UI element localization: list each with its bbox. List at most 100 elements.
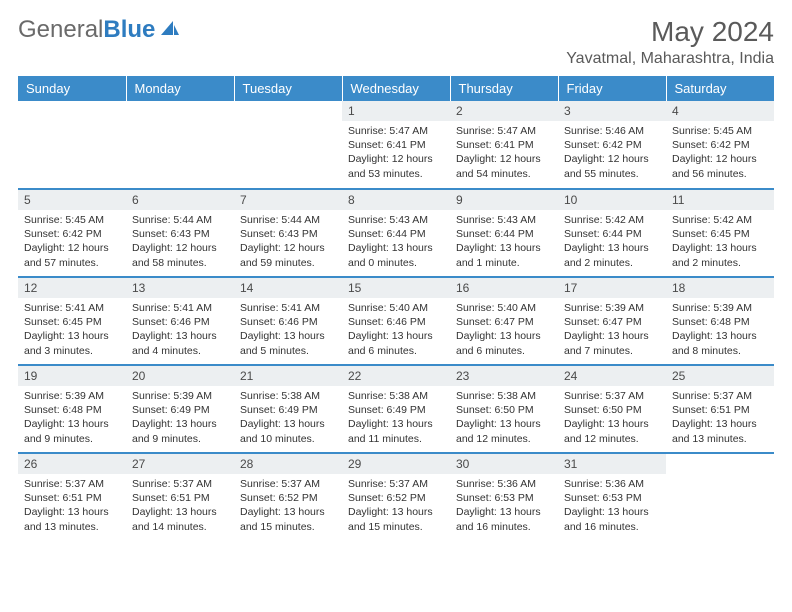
day-info: Sunrise: 5:38 AMSunset: 6:50 PMDaylight:…: [450, 386, 558, 450]
day-cell: 9Sunrise: 5:43 AMSunset: 6:44 PMDaylight…: [450, 189, 558, 277]
day-number: 20: [126, 366, 234, 386]
day-cell: 17Sunrise: 5:39 AMSunset: 6:47 PMDayligh…: [558, 277, 666, 365]
day-info: Sunrise: 5:44 AMSunset: 6:43 PMDaylight:…: [126, 210, 234, 274]
day-cell: 11Sunrise: 5:42 AMSunset: 6:45 PMDayligh…: [666, 189, 774, 277]
day-info: Sunrise: 5:45 AMSunset: 6:42 PMDaylight:…: [666, 121, 774, 185]
day-number: 12: [18, 278, 126, 298]
day-cell: 24Sunrise: 5:37 AMSunset: 6:50 PMDayligh…: [558, 365, 666, 453]
day-cell: 15Sunrise: 5:40 AMSunset: 6:46 PMDayligh…: [342, 277, 450, 365]
day-info: Sunrise: 5:40 AMSunset: 6:46 PMDaylight:…: [342, 298, 450, 362]
day-number: 26: [18, 454, 126, 474]
day-info: Sunrise: 5:36 AMSunset: 6:53 PMDaylight:…: [558, 474, 666, 538]
day-info: Sunrise: 5:43 AMSunset: 6:44 PMDaylight:…: [450, 210, 558, 274]
day-info: Sunrise: 5:40 AMSunset: 6:47 PMDaylight:…: [450, 298, 558, 362]
day-info: Sunrise: 5:39 AMSunset: 6:47 PMDaylight:…: [558, 298, 666, 362]
empty-cell: [666, 453, 774, 541]
logo-text-general: General: [18, 16, 103, 44]
weekday-header: Tuesday: [234, 76, 342, 101]
day-number: 27: [126, 454, 234, 474]
day-cell: 14Sunrise: 5:41 AMSunset: 6:46 PMDayligh…: [234, 277, 342, 365]
day-number: 11: [666, 190, 774, 210]
day-cell: 6Sunrise: 5:44 AMSunset: 6:43 PMDaylight…: [126, 189, 234, 277]
day-info: Sunrise: 5:37 AMSunset: 6:51 PMDaylight:…: [126, 474, 234, 538]
calendar-row: 19Sunrise: 5:39 AMSunset: 6:48 PMDayligh…: [18, 365, 774, 453]
day-info: Sunrise: 5:41 AMSunset: 6:45 PMDaylight:…: [18, 298, 126, 362]
day-number: 15: [342, 278, 450, 298]
day-cell: 21Sunrise: 5:38 AMSunset: 6:49 PMDayligh…: [234, 365, 342, 453]
calendar-body: 1Sunrise: 5:47 AMSunset: 6:41 PMDaylight…: [18, 101, 774, 541]
day-number: 4: [666, 101, 774, 121]
day-number: 1: [342, 101, 450, 121]
day-number: 30: [450, 454, 558, 474]
calendar-row: 12Sunrise: 5:41 AMSunset: 6:45 PMDayligh…: [18, 277, 774, 365]
day-number: 28: [234, 454, 342, 474]
day-info: Sunrise: 5:46 AMSunset: 6:42 PMDaylight:…: [558, 121, 666, 185]
day-number: 18: [666, 278, 774, 298]
day-number: 22: [342, 366, 450, 386]
day-number: 7: [234, 190, 342, 210]
day-info: Sunrise: 5:37 AMSunset: 6:51 PMDaylight:…: [666, 386, 774, 450]
day-cell: 30Sunrise: 5:36 AMSunset: 6:53 PMDayligh…: [450, 453, 558, 541]
day-info: Sunrise: 5:41 AMSunset: 6:46 PMDaylight:…: [126, 298, 234, 362]
day-info: Sunrise: 5:45 AMSunset: 6:42 PMDaylight:…: [18, 210, 126, 274]
day-number: 5: [18, 190, 126, 210]
day-cell: 4Sunrise: 5:45 AMSunset: 6:42 PMDaylight…: [666, 101, 774, 189]
calendar-table: SundayMondayTuesdayWednesdayThursdayFrid…: [18, 76, 774, 541]
day-cell: 3Sunrise: 5:46 AMSunset: 6:42 PMDaylight…: [558, 101, 666, 189]
day-cell: 22Sunrise: 5:38 AMSunset: 6:49 PMDayligh…: [342, 365, 450, 453]
day-info: Sunrise: 5:39 AMSunset: 6:48 PMDaylight:…: [666, 298, 774, 362]
day-number: 29: [342, 454, 450, 474]
calendar-row: 5Sunrise: 5:45 AMSunset: 6:42 PMDaylight…: [18, 189, 774, 277]
calendar-row: 1Sunrise: 5:47 AMSunset: 6:41 PMDaylight…: [18, 101, 774, 189]
day-number: 10: [558, 190, 666, 210]
empty-cell: [18, 101, 126, 189]
day-cell: 16Sunrise: 5:40 AMSunset: 6:47 PMDayligh…: [450, 277, 558, 365]
weekday-header: Wednesday: [342, 76, 450, 101]
day-cell: 10Sunrise: 5:42 AMSunset: 6:44 PMDayligh…: [558, 189, 666, 277]
day-info: Sunrise: 5:47 AMSunset: 6:41 PMDaylight:…: [450, 121, 558, 185]
month-title: May 2024: [566, 16, 774, 48]
day-info: Sunrise: 5:37 AMSunset: 6:52 PMDaylight:…: [342, 474, 450, 538]
day-info: Sunrise: 5:39 AMSunset: 6:48 PMDaylight:…: [18, 386, 126, 450]
day-info: Sunrise: 5:43 AMSunset: 6:44 PMDaylight:…: [342, 210, 450, 274]
day-number: 31: [558, 454, 666, 474]
day-number: 16: [450, 278, 558, 298]
weekday-header: Saturday: [666, 76, 774, 101]
day-cell: 26Sunrise: 5:37 AMSunset: 6:51 PMDayligh…: [18, 453, 126, 541]
day-number: 3: [558, 101, 666, 121]
logo: GeneralBlue: [18, 16, 181, 44]
header: GeneralBlue May 2024 Yavatmal, Maharasht…: [18, 16, 774, 68]
day-cell: 29Sunrise: 5:37 AMSunset: 6:52 PMDayligh…: [342, 453, 450, 541]
calendar-row: 26Sunrise: 5:37 AMSunset: 6:51 PMDayligh…: [18, 453, 774, 541]
day-number: 9: [450, 190, 558, 210]
day-info: Sunrise: 5:47 AMSunset: 6:41 PMDaylight:…: [342, 121, 450, 185]
day-info: Sunrise: 5:37 AMSunset: 6:50 PMDaylight:…: [558, 386, 666, 450]
day-cell: 25Sunrise: 5:37 AMSunset: 6:51 PMDayligh…: [666, 365, 774, 453]
weekday-row: SundayMondayTuesdayWednesdayThursdayFrid…: [18, 76, 774, 101]
weekday-header: Sunday: [18, 76, 126, 101]
day-cell: 7Sunrise: 5:44 AMSunset: 6:43 PMDaylight…: [234, 189, 342, 277]
calendar-head: SundayMondayTuesdayWednesdayThursdayFrid…: [18, 76, 774, 101]
empty-cell: [234, 101, 342, 189]
day-cell: 28Sunrise: 5:37 AMSunset: 6:52 PMDayligh…: [234, 453, 342, 541]
day-info: Sunrise: 5:39 AMSunset: 6:49 PMDaylight:…: [126, 386, 234, 450]
day-cell: 27Sunrise: 5:37 AMSunset: 6:51 PMDayligh…: [126, 453, 234, 541]
title-block: May 2024 Yavatmal, Maharashtra, India: [566, 16, 774, 68]
day-cell: 5Sunrise: 5:45 AMSunset: 6:42 PMDaylight…: [18, 189, 126, 277]
day-cell: 23Sunrise: 5:38 AMSunset: 6:50 PMDayligh…: [450, 365, 558, 453]
day-info: Sunrise: 5:36 AMSunset: 6:53 PMDaylight:…: [450, 474, 558, 538]
day-info: Sunrise: 5:44 AMSunset: 6:43 PMDaylight:…: [234, 210, 342, 274]
day-number: 21: [234, 366, 342, 386]
day-cell: 1Sunrise: 5:47 AMSunset: 6:41 PMDaylight…: [342, 101, 450, 189]
day-number: 2: [450, 101, 558, 121]
day-number: 14: [234, 278, 342, 298]
day-cell: 13Sunrise: 5:41 AMSunset: 6:46 PMDayligh…: [126, 277, 234, 365]
weekday-header: Thursday: [450, 76, 558, 101]
location-text: Yavatmal, Maharashtra, India: [566, 50, 774, 68]
day-number: 13: [126, 278, 234, 298]
day-info: Sunrise: 5:38 AMSunset: 6:49 PMDaylight:…: [234, 386, 342, 450]
day-info: Sunrise: 5:42 AMSunset: 6:45 PMDaylight:…: [666, 210, 774, 274]
day-number: 8: [342, 190, 450, 210]
day-cell: 31Sunrise: 5:36 AMSunset: 6:53 PMDayligh…: [558, 453, 666, 541]
logo-sail-icon: [159, 16, 181, 44]
